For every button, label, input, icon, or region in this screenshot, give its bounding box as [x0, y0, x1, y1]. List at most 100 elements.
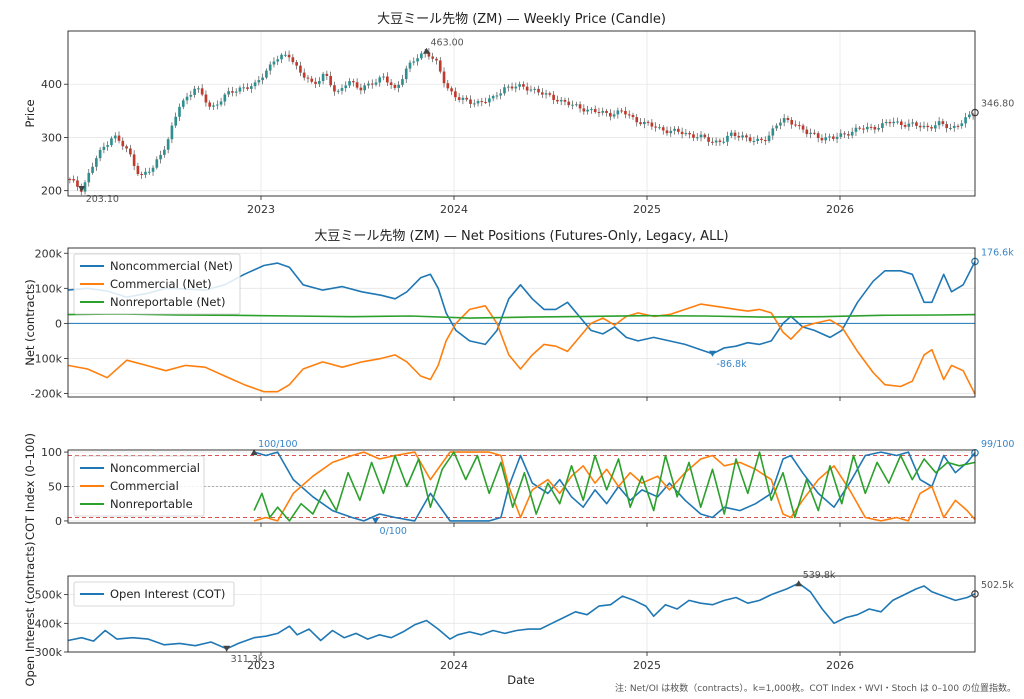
candle-body: [227, 91, 230, 95]
candle-body: [688, 133, 691, 135]
candle-body: [627, 114, 631, 116]
candle-body: [110, 138, 113, 146]
panel-frame: [67, 575, 976, 653]
candle-body: [767, 135, 771, 142]
candle-body: [272, 61, 276, 65]
candle-body: [661, 127, 665, 131]
panel-frame: [67, 449, 976, 524]
candle-body: [956, 125, 960, 127]
candle-body: [374, 82, 378, 85]
candle-body: [113, 135, 117, 139]
candle-body: [234, 91, 238, 93]
candle-body: [147, 171, 151, 173]
y-tick-label: 500k: [35, 589, 63, 602]
min-marker: [223, 645, 231, 652]
candle-body: [166, 139, 170, 150]
candle-body: [820, 138, 824, 141]
candle-body: [816, 133, 820, 139]
candle-body: [756, 138, 760, 141]
candle-body: [163, 149, 166, 155]
candle-body: [488, 98, 491, 103]
candle-body: [790, 119, 794, 125]
candle-body: [624, 110, 627, 115]
candle-body: [892, 121, 896, 124]
candle-body: [593, 108, 597, 113]
candle-body: [397, 84, 400, 88]
candle-body: [654, 126, 657, 128]
panel-title: 大豆ミール先物 (ZM) — Weekly Price (Candle): [377, 12, 666, 27]
candle-body: [669, 130, 673, 134]
candle-body: [87, 172, 91, 183]
candle-body: [522, 84, 525, 87]
candle-body: [102, 146, 106, 150]
panel-title: 大豆ミール先物 (ZM) — Net Positions (Futures-On…: [314, 229, 728, 244]
candle-body: [484, 102, 487, 104]
min-marker: [78, 186, 86, 193]
candle-body: [129, 148, 132, 155]
candle-body: [393, 84, 397, 88]
candle-body: [340, 88, 344, 91]
annotation-label: -86.8k: [716, 359, 747, 370]
candle-body: [964, 117, 967, 124]
x-tick-label: 2023: [247, 659, 275, 672]
candle-body: [680, 131, 684, 135]
candle-body: [937, 121, 941, 126]
series-line-open-interest-cot: [67, 582, 976, 650]
candle-body: [729, 132, 733, 136]
candle-body: [442, 71, 446, 84]
candle-body: [302, 72, 306, 78]
candle-body: [677, 128, 680, 132]
candle-body: [537, 88, 540, 93]
candle-body: [722, 141, 726, 143]
candle-body: [960, 123, 964, 126]
series-line-nonreportable-net: [67, 313, 976, 319]
candle-body: [514, 86, 518, 89]
candle-body: [204, 94, 208, 103]
candle-body: [695, 137, 699, 139]
candle-body: [518, 84, 521, 87]
candle-body: [692, 134, 695, 138]
candle-body: [850, 131, 854, 136]
x-tick-label: 2026: [826, 659, 854, 672]
legend: Noncommercial Commercial Nonreportable: [73, 455, 205, 517]
legend-label: Commercial: [110, 479, 179, 493]
candle-body: [801, 125, 805, 130]
candle-body: [563, 99, 567, 102]
y-tick-label: 200k: [35, 247, 63, 260]
candle-body: [658, 127, 661, 129]
candle-body: [261, 77, 264, 81]
candle-body: [760, 138, 763, 140]
candle-body: [831, 136, 835, 139]
candle-body: [540, 92, 544, 95]
candle-body: [631, 115, 635, 118]
candle-body: [763, 139, 767, 142]
candle-body: [559, 99, 563, 102]
candle-body: [616, 110, 620, 115]
candle-body: [888, 121, 892, 124]
candle-body: [684, 133, 688, 135]
candle-body: [174, 116, 178, 126]
candle-body: [813, 132, 816, 134]
candle-body: [491, 96, 495, 99]
candle-body: [733, 132, 737, 137]
y-tick-label: 400k: [35, 617, 63, 630]
candle-body: [321, 73, 325, 82]
candle-body: [544, 93, 548, 95]
candle-body: [918, 125, 922, 128]
y-axis-label: Net (contracts): [23, 279, 37, 366]
candle-body: [847, 134, 850, 136]
candle-body: [915, 122, 918, 126]
candle-body: [325, 73, 329, 76]
candle-body: [435, 58, 438, 61]
candle-body: [862, 128, 865, 130]
candle-body: [779, 122, 782, 126]
x-tick-label: 2026: [826, 203, 854, 216]
candle-body: [945, 124, 948, 129]
candle-body: [91, 166, 94, 173]
max-marker: [250, 449, 258, 456]
legend-box: [73, 455, 205, 517]
annotation-label: 0/100: [380, 526, 407, 537]
legend-label: Noncommercial (Net): [110, 259, 233, 273]
max-marker: [795, 580, 803, 587]
candle-body: [510, 86, 514, 89]
